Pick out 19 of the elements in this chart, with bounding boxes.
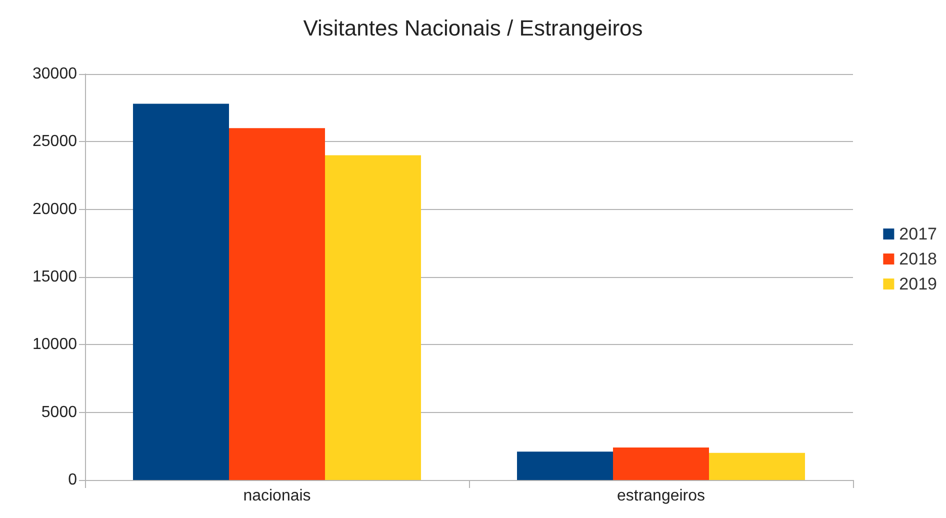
y-tick-label: 15000 [32, 268, 78, 286]
y-tick-label: 20000 [32, 200, 78, 218]
legend-label: 2017 [899, 224, 938, 244]
chart-title: Visitantes Nacionais / Estrangeiros [303, 16, 643, 40]
bar [229, 128, 325, 480]
legend-label: 2019 [899, 274, 938, 294]
y-tick-label: 5000 [41, 404, 78, 421]
y-tick-label: 0 [68, 472, 78, 488]
bar [325, 155, 421, 480]
y-tick-label: 25000 [32, 133, 78, 150]
bar [613, 448, 709, 480]
x-tick-label: nacionais [243, 488, 311, 504]
bar [517, 452, 613, 480]
legend-label: 2018 [899, 250, 938, 268]
bar [133, 104, 229, 480]
y-tick-label: 10000 [32, 336, 78, 354]
x-tick-label: estrangeiros [616, 488, 706, 504]
y-tick-label: 30000 [32, 66, 78, 82]
bar [709, 452, 805, 480]
